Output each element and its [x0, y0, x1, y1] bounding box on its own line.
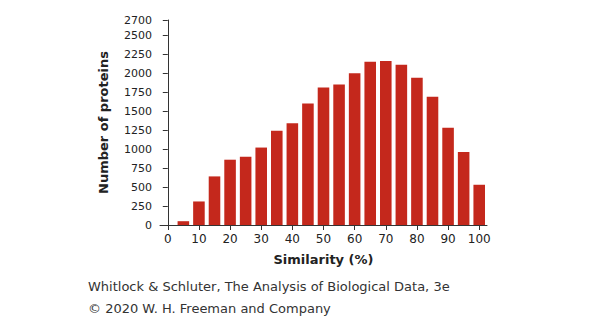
svg-text:0: 0 — [145, 219, 152, 232]
svg-text:1750: 1750 — [124, 86, 152, 99]
svg-text:60: 60 — [347, 232, 362, 246]
svg-text:2000: 2000 — [124, 67, 152, 80]
svg-text:90: 90 — [440, 232, 455, 246]
svg-text:10: 10 — [191, 232, 206, 246]
svg-text:© 2020 W. H. Freeman and Compa: © 2020 W. H. Freeman and Company — [88, 301, 331, 316]
svg-text:750: 750 — [131, 162, 152, 175]
svg-text:50: 50 — [316, 232, 331, 246]
svg-text:20: 20 — [222, 232, 237, 246]
svg-text:2500: 2500 — [124, 29, 152, 42]
svg-text:1000: 1000 — [124, 143, 152, 156]
svg-text:500: 500 — [131, 181, 152, 194]
svg-text:Whitlock & Schluter, The Analy: Whitlock & Schluter, The Analysis of Bio… — [88, 279, 450, 294]
svg-text:2250: 2250 — [124, 48, 152, 61]
svg-text:1250: 1250 — [124, 124, 152, 137]
svg-text:Similarity (%): Similarity (%) — [273, 252, 373, 267]
svg-text:250: 250 — [131, 200, 152, 213]
svg-text:70: 70 — [378, 232, 393, 246]
svg-text:80: 80 — [409, 232, 424, 246]
svg-text:Number of proteins: Number of proteins — [96, 51, 111, 194]
svg-text:100: 100 — [468, 232, 491, 246]
svg-text:2700: 2700 — [124, 14, 152, 27]
svg-text:0: 0 — [164, 232, 172, 246]
svg-text:30: 30 — [254, 232, 269, 246]
svg-text:40: 40 — [285, 232, 300, 246]
svg-text:1500: 1500 — [124, 105, 152, 118]
